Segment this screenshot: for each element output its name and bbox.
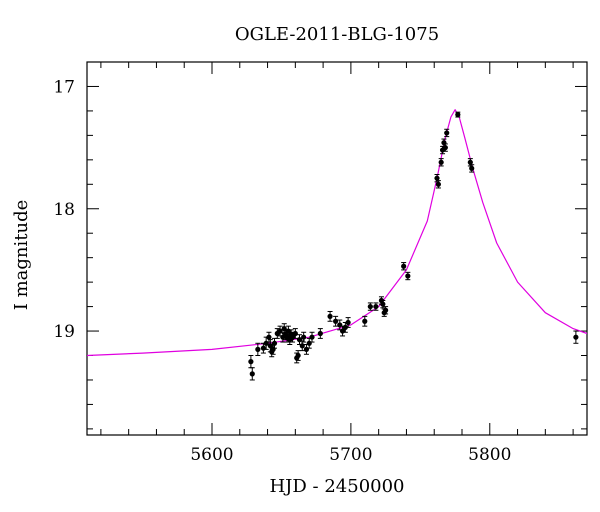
data-point [345,319,351,326]
x-tick-label: 5800 [468,445,511,465]
plot-frame [86,61,588,436]
y-tick-label: 18 [53,200,75,220]
y-tick-label: 17 [53,77,75,97]
data-point [249,371,255,377]
data-point [383,307,389,313]
data-point [444,130,450,136]
data-point [573,334,579,340]
data-point [299,343,305,349]
data-point [442,145,448,151]
data-point [380,301,386,307]
data-point [292,330,298,337]
data-point [295,352,301,359]
data-point [342,324,348,330]
data-point [467,159,473,165]
data-point [435,181,441,187]
data-point [301,334,307,340]
data-point [455,111,461,118]
data-point [438,159,444,165]
data-point [303,346,310,352]
data-point [255,346,261,352]
x-tick-label: 5700 [329,445,372,465]
data-point [405,273,411,279]
data-point [266,334,272,340]
chart-title: OGLE-2011-BLG-1075 [235,24,439,45]
data-point [327,313,333,319]
data-point [373,303,379,310]
x-tick-label: 5600 [190,445,233,465]
data-point [401,263,407,269]
y-axis-label: I magnitude [11,200,32,311]
data-point [469,165,475,171]
data-point [260,345,266,351]
model-curve [86,109,588,357]
x-axis-label: HJD - 2450000 [269,476,404,497]
data-point [434,175,440,181]
data-point [248,359,254,365]
data-point [306,340,312,346]
data-point [337,322,343,328]
y-tick-label: 19 [53,322,75,342]
data-point [309,334,315,340]
plot-area: 5600 5700 5800 17 18 19 [53,61,588,465]
data-point [367,303,373,310]
data-point [362,318,368,324]
data-point [333,318,339,324]
data-point [317,330,323,337]
data-point [271,340,278,346]
